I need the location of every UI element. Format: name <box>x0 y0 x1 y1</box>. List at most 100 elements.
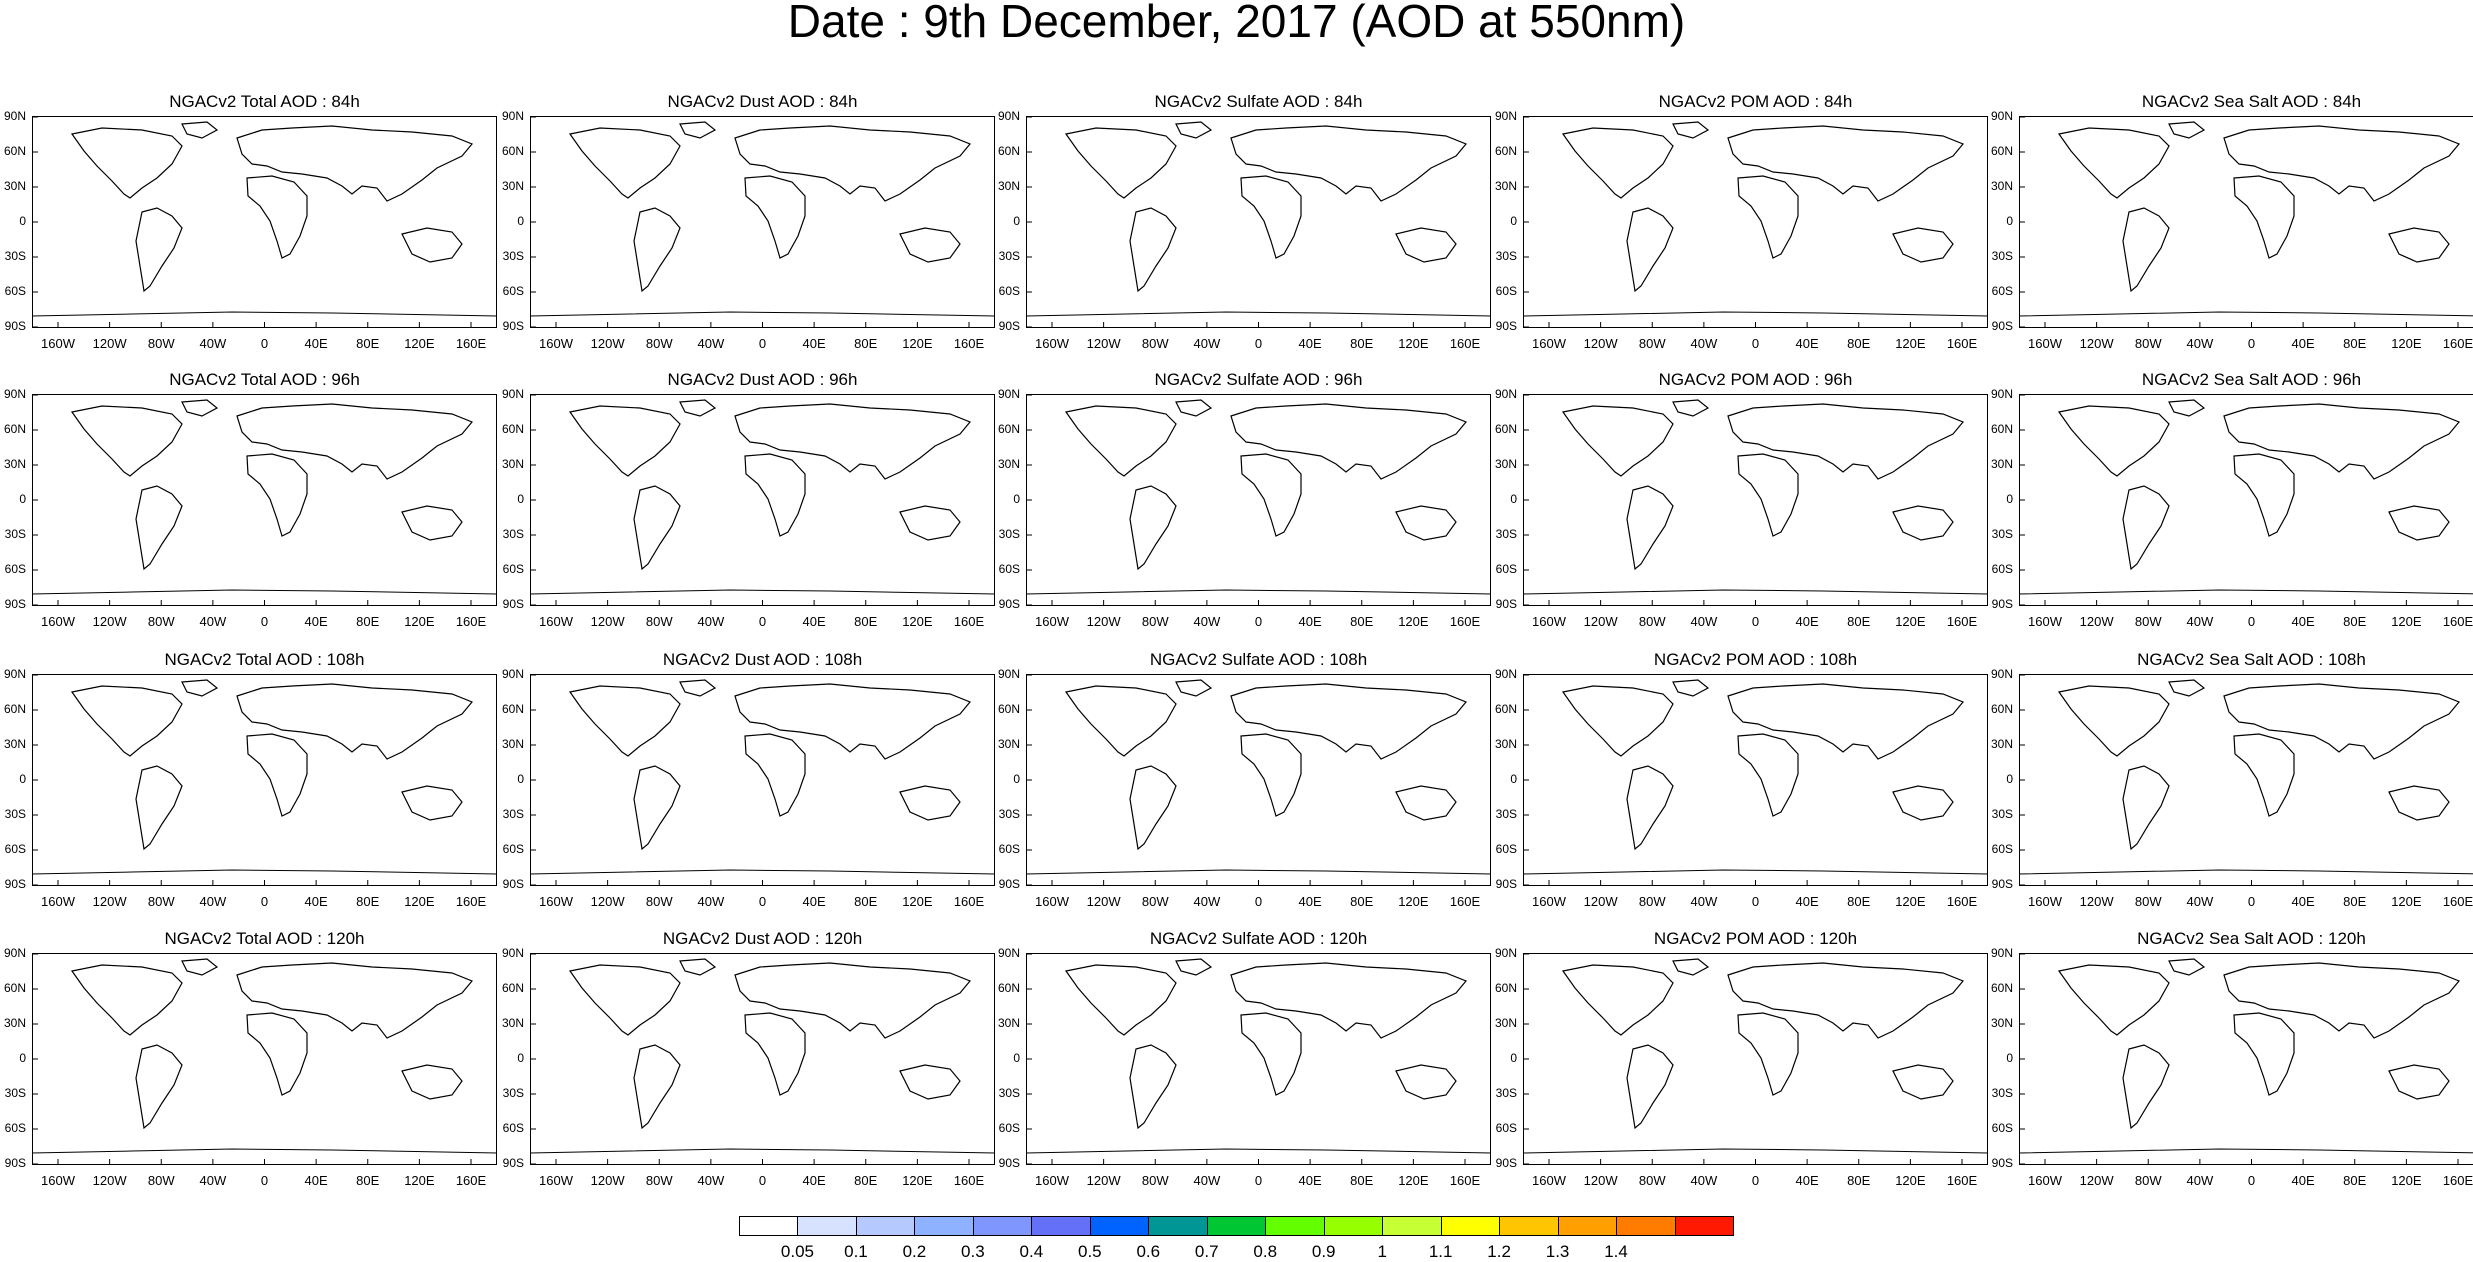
lat-label: 30N <box>500 179 524 193</box>
lon-label: 80W <box>1130 336 1180 351</box>
panel-title: NGACv2 Total AOD : 96h <box>32 370 497 390</box>
lat-label: 60N <box>2 702 26 716</box>
lat-label: 60S <box>996 1121 1020 1135</box>
lon-label: 80W <box>136 1173 186 1188</box>
lon-label: 40E <box>789 1173 839 1188</box>
lon-label: 80E <box>841 1173 891 1188</box>
lon-label: 160E <box>446 894 496 909</box>
lon-label: 160E <box>1440 1173 1490 1188</box>
map-frame <box>1524 954 1988 1165</box>
lat-label: 60S <box>996 284 1020 298</box>
colorbar-label: 0.9 <box>1299 1242 1349 1262</box>
lat-label: 30S <box>500 807 524 821</box>
lat-label: 30N <box>2 1016 26 1030</box>
lat-label: 60S <box>500 1121 524 1135</box>
lon-label: 120E <box>394 614 444 629</box>
lat-label: 30S <box>2 527 26 541</box>
lat-label: 30N <box>1989 179 2013 193</box>
lat-label: 60N <box>1989 144 2013 158</box>
lon-label: 40E <box>291 336 341 351</box>
lon-label: 160W <box>1027 894 1077 909</box>
world-map <box>1026 674 1491 886</box>
lon-label: 160E <box>944 614 994 629</box>
lon-label: 40E <box>1285 1173 1335 1188</box>
lon-label: 80E <box>1834 894 1884 909</box>
lon-label: 80W <box>2123 1173 2173 1188</box>
lat-label: 60N <box>500 144 524 158</box>
lat-label: 60N <box>1493 144 1517 158</box>
lon-label: 40E <box>2278 894 2328 909</box>
lon-label: 0 <box>738 336 788 351</box>
lon-label: 160E <box>1440 894 1490 909</box>
world-map <box>1523 953 1988 1165</box>
lat-label: 90S <box>2 877 26 891</box>
lat-label: 60S <box>2 842 26 856</box>
colorbar-label: 1 <box>1357 1242 1407 1262</box>
lon-label: 80E <box>1337 894 1387 909</box>
lat-label: 90S <box>500 877 524 891</box>
lon-label: 120E <box>2381 894 2431 909</box>
panel-title: NGACv2 Sea Salt AOD : 120h <box>2019 929 2473 949</box>
world-map <box>2019 394 2473 606</box>
lat-label: 90N <box>1493 667 1517 681</box>
lat-label: 90N <box>1989 109 2013 123</box>
lat-label: 0 <box>996 492 1020 506</box>
colorbar-label: 0.3 <box>948 1242 998 1262</box>
lat-label: 90N <box>2 109 26 123</box>
lon-label: 160E <box>944 1173 994 1188</box>
colorbar-label: 1.3 <box>1533 1242 1583 1262</box>
lat-label: 30S <box>500 1086 524 1100</box>
lat-label: 90S <box>996 1156 1020 1170</box>
lon-label: 120E <box>394 1173 444 1188</box>
lon-label: 80W <box>634 894 684 909</box>
lon-label: 40E <box>1782 336 1832 351</box>
lon-label: 80E <box>841 614 891 629</box>
lat-label: 0 <box>2 214 26 228</box>
panel-title: NGACv2 POM AOD : 96h <box>1523 370 1988 390</box>
lon-label: 0 <box>240 614 290 629</box>
lat-label: 60S <box>1493 1121 1517 1135</box>
lat-label: 30S <box>996 249 1020 263</box>
colorbar-box <box>1558 1216 1617 1236</box>
colorbar-box <box>973 1216 1032 1236</box>
lat-label: 60S <box>2 1121 26 1135</box>
lat-label: 90S <box>1989 1156 2013 1170</box>
lat-label: 90S <box>996 877 1020 891</box>
lat-label: 30S <box>996 807 1020 821</box>
lon-label: 80W <box>1627 614 1677 629</box>
colorbar-box <box>1324 1216 1383 1236</box>
lat-label: 60S <box>500 284 524 298</box>
colorbar-label: 0.2 <box>889 1242 939 1262</box>
lat-label: 90N <box>1989 667 2013 681</box>
lat-label: 0 <box>1989 772 2013 786</box>
lat-label: 90S <box>1989 597 2013 611</box>
lon-label: 160E <box>1937 1173 1987 1188</box>
lon-label: 40W <box>188 614 238 629</box>
world-map <box>1523 394 1988 606</box>
lat-label: 0 <box>1989 1051 2013 1065</box>
lat-label: 30N <box>1989 1016 2013 1030</box>
lat-label: 60N <box>996 144 1020 158</box>
lon-label: 40W <box>188 894 238 909</box>
colorbar-box <box>856 1216 915 1236</box>
panel-title: NGACv2 Dust AOD : 84h <box>530 92 995 112</box>
lat-label: 0 <box>2 492 26 506</box>
lon-label: 120W <box>2072 1173 2122 1188</box>
panel-title: NGACv2 Sea Salt AOD : 108h <box>2019 650 2473 670</box>
lat-label: 30N <box>1493 737 1517 751</box>
lat-label: 90N <box>1989 946 2013 960</box>
lat-label: 90S <box>500 1156 524 1170</box>
lon-label: 120W <box>85 336 135 351</box>
lat-label: 60S <box>1493 562 1517 576</box>
lon-label: 40W <box>188 1173 238 1188</box>
world-map <box>1523 116 1988 328</box>
lat-label: 90S <box>2 597 26 611</box>
lon-label: 0 <box>2227 1173 2277 1188</box>
lon-label: 0 <box>2227 614 2277 629</box>
map-frame <box>1027 954 1491 1165</box>
colorbar-label: 0.7 <box>1182 1242 1232 1262</box>
